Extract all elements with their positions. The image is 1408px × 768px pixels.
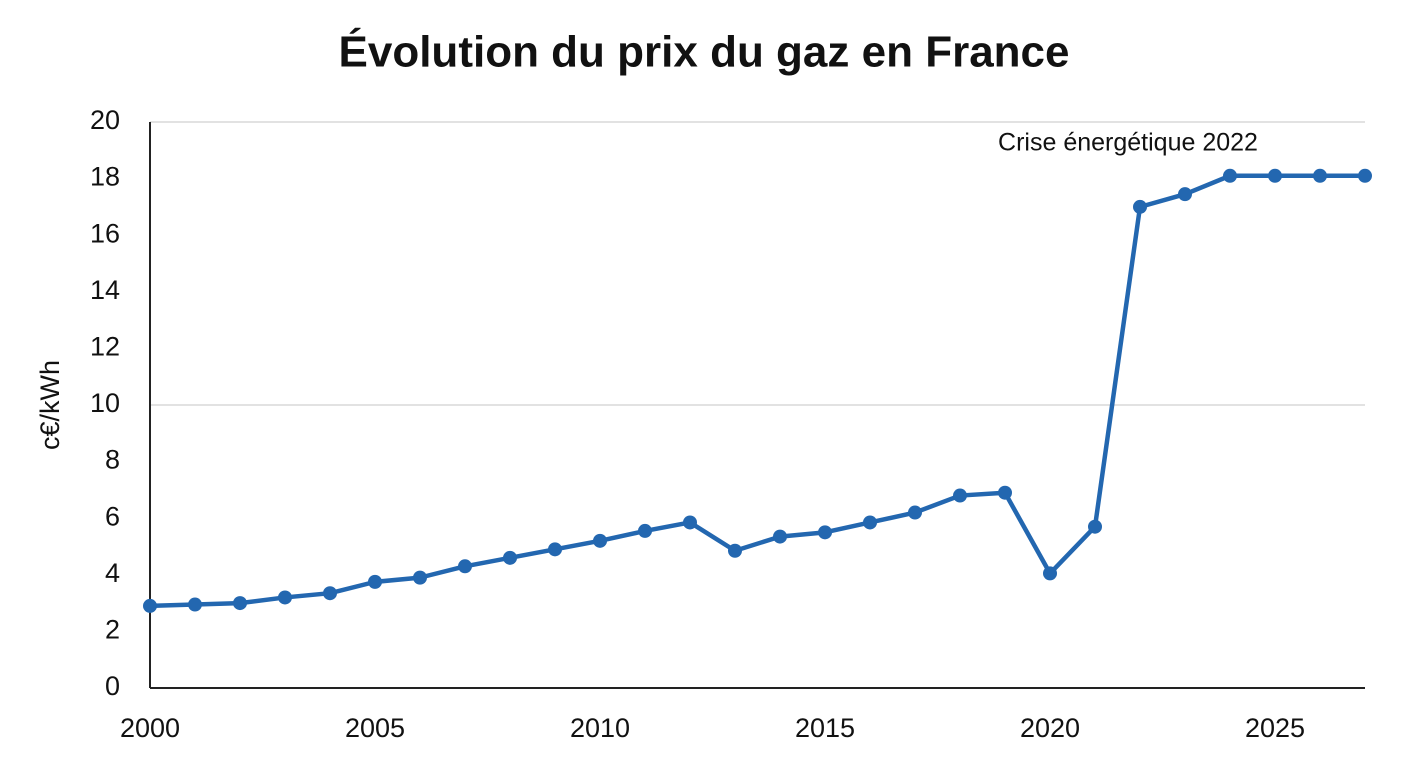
point — [548, 542, 562, 557]
y-tick-label: 10 — [90, 388, 120, 418]
y-axis-label: c€/kWh — [35, 360, 65, 450]
point — [638, 523, 652, 538]
point — [233, 596, 247, 611]
point — [1043, 566, 1057, 581]
y-tick-label: 4 — [105, 558, 120, 588]
y-tick-label: 14 — [90, 275, 120, 305]
point — [683, 515, 697, 530]
x-tick-label: 2025 — [1245, 713, 1305, 743]
point — [1178, 187, 1192, 202]
x-tick-label: 2020 — [1020, 713, 1080, 743]
y-tick-label: 16 — [90, 218, 120, 248]
x-tick-label: 2015 — [795, 713, 855, 743]
chart-title: Évolution du prix du gaz en France — [339, 27, 1070, 77]
point — [1133, 199, 1147, 214]
point — [188, 597, 202, 612]
point — [1088, 519, 1102, 534]
y-tick-label: 6 — [105, 501, 120, 531]
point — [1223, 168, 1237, 183]
y-tick-label: 8 — [105, 445, 120, 475]
point — [458, 559, 472, 574]
point — [1358, 168, 1372, 183]
x-tick-label: 2010 — [570, 713, 630, 743]
annotation: Crise énergétique 2022 — [998, 129, 1258, 157]
point — [863, 515, 877, 530]
point — [728, 543, 742, 558]
point — [503, 550, 517, 565]
y-tick-label: 20 — [90, 105, 120, 135]
point — [773, 529, 787, 544]
y-tick-label: 0 — [105, 671, 120, 701]
y-tick-label: 2 — [105, 615, 120, 645]
x-tick-label: 2000 — [120, 713, 180, 743]
point — [1313, 168, 1327, 183]
point — [323, 586, 337, 601]
point — [143, 598, 157, 613]
point — [818, 525, 832, 540]
point — [998, 485, 1012, 500]
point — [593, 533, 607, 548]
point — [278, 590, 292, 605]
y-tick-label: 18 — [90, 162, 120, 192]
x-tick-label: 2005 — [345, 713, 405, 743]
point — [953, 488, 967, 503]
line — [149, 173, 1365, 609]
y-tick-label: 12 — [90, 332, 120, 362]
point — [368, 574, 382, 589]
point — [413, 570, 427, 585]
point — [908, 505, 922, 520]
point — [1268, 168, 1282, 183]
